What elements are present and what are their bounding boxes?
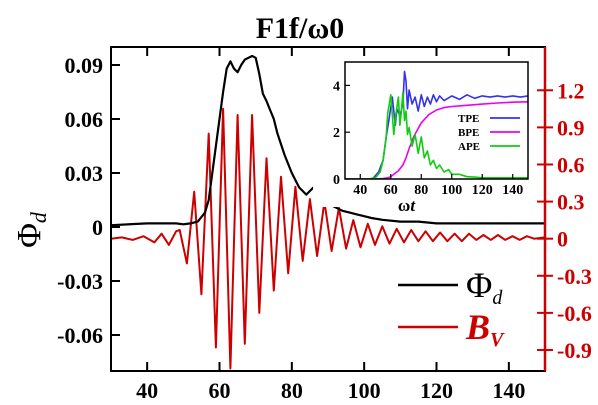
inset-series	[345, 70, 528, 179]
inset-x-tick-label: 100	[441, 183, 462, 198]
right-y-axis: -0.9 -0.6 -0.3 0 0.3 0.6 0.9 1.2	[537, 78, 592, 363]
inset-x-tick-label: 140	[502, 183, 523, 198]
left-y-tick-label: 0	[92, 215, 103, 240]
inset-frame	[344, 61, 529, 180]
inset-legend-label: TPE	[458, 113, 479, 125]
inset-x-axis-label: ωt	[398, 196, 416, 215]
x-tick-label: 80	[281, 378, 303, 403]
main-plot-series	[111, 54, 545, 370]
inset-y-tick-label: 4	[333, 79, 340, 94]
x-tick-label: 40	[136, 378, 158, 403]
left-y-axis: -0.06 -0.03 0 0.03 0.06 0.09	[57, 53, 120, 348]
x-tick-label: 100	[348, 378, 381, 403]
inset-x-tick-label: 40	[353, 183, 367, 198]
legend-label: BV	[465, 307, 505, 351]
right-y-tick-label: -0.3	[557, 264, 592, 289]
inset-y-tick-label: 2	[333, 126, 340, 141]
series-line-bv	[111, 107, 545, 370]
inset-series-line-ape	[345, 91, 528, 179]
x-tick-label: 60	[209, 378, 231, 403]
inset-legend-label: BPE	[458, 127, 479, 139]
right-y-tick-label: -0.9	[557, 338, 592, 363]
left-y-tick-label: 0.06	[65, 107, 104, 132]
left-y-axis-label: Φd	[11, 211, 51, 248]
inset-x-tick-label: 120	[472, 183, 493, 198]
x-tick-label: 120	[420, 378, 453, 403]
legend-label: Φd	[466, 265, 503, 309]
inset-series-line-tpe	[345, 70, 528, 179]
right-y-tick-label: 0.9	[557, 115, 585, 140]
inset-chart: 40 60 80 100 120 140 0 2 4 ωt TPE BPE APE	[313, 56, 536, 215]
chart-title: F1f/ω0	[256, 12, 345, 45]
inset-legend-label: APE	[458, 141, 480, 153]
right-y-tick-label: 0.6	[557, 152, 585, 177]
x-tick-label: 140	[492, 378, 525, 403]
left-y-tick-label: 0.03	[65, 161, 104, 186]
left-y-tick-label: 0.09	[65, 53, 104, 78]
inset-x-tick-label: 60	[384, 183, 398, 198]
right-y-tick-label: 0.3	[557, 190, 585, 215]
inset-x-tick-label: 80	[414, 183, 428, 198]
x-axis: 40 60 80 100 120 140	[136, 47, 525, 403]
right-y-tick-label: -0.6	[557, 301, 592, 326]
inset-series-line-bpe	[345, 101, 528, 179]
right-y-tick-label: 0	[557, 227, 568, 252]
left-y-tick-label: -0.03	[57, 269, 103, 294]
right-y-tick-label: 1.2	[557, 78, 585, 103]
series-line-phi-d	[111, 54, 545, 227]
inset-y-tick-label: 0	[333, 173, 340, 188]
left-y-tick-label: -0.06	[57, 323, 103, 348]
